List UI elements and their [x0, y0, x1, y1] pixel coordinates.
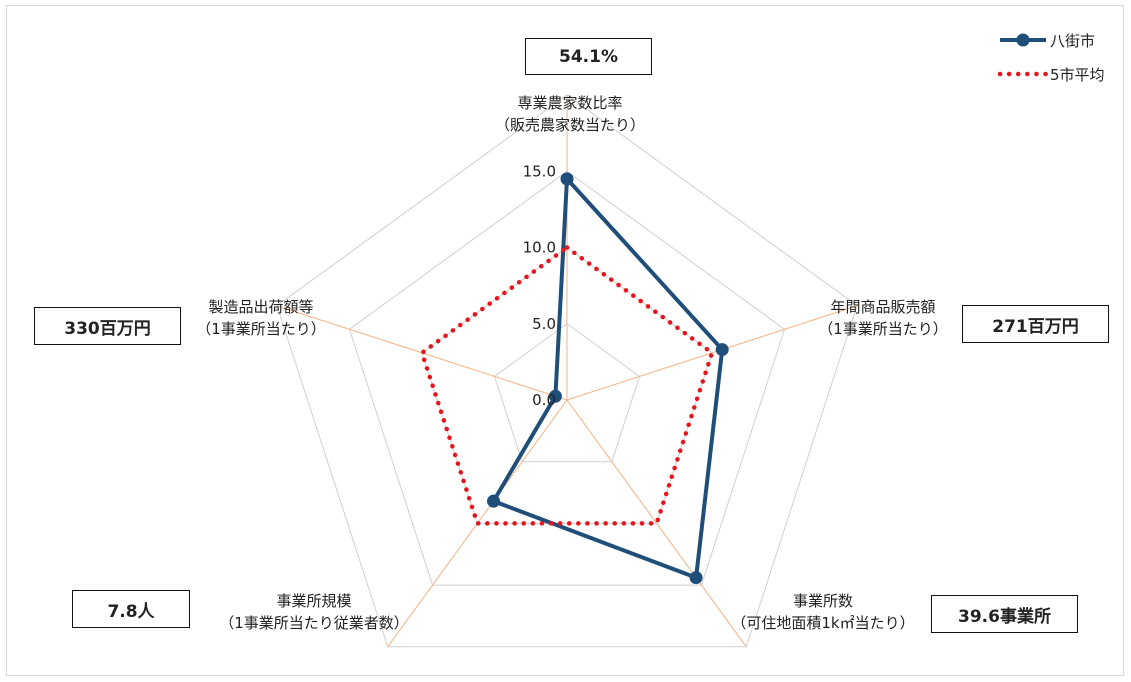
tick-label-0: 0.0	[532, 391, 556, 409]
series-0-marker-1	[715, 343, 729, 357]
series-0-marker-2	[689, 571, 703, 585]
axis-label-establishments-title: 事業所数	[792, 592, 853, 610]
value-box-scale: 7.8人	[72, 590, 190, 628]
value-box-sales: 271百万円	[962, 305, 1109, 343]
series-line-0	[491, 176, 725, 580]
axis-label-establishments: 事業所数 （可住地面積1k㎡当たり）	[720, 590, 926, 634]
axis-label-sales-title: 年間商品販売額	[830, 298, 936, 316]
legend-marker-0	[1016, 33, 1030, 47]
legend-label-1: 5市平均	[1050, 66, 1105, 84]
axis-label-sales: 年間商品販売額 （1事業所当たり）	[808, 296, 958, 340]
axis-label-scale: 事業所規模 （1事業所当たり従業者数）	[198, 590, 430, 634]
tick-label-2: 10.0	[523, 239, 556, 257]
axis-label-farm-ratio: 専業農家数比率 （販売農家数当たり）	[470, 92, 670, 136]
axis-label-shipments-sub: （1事業所当たり）	[196, 320, 326, 338]
axis-label-sales-sub: （1事業所当たり）	[818, 320, 948, 338]
axis-label-scale-sub: （1事業所当たり従業者数）	[219, 614, 409, 632]
series-0-marker-3	[486, 494, 500, 508]
axis-label-establishments-sub: （可住地面積1k㎡当たり）	[731, 614, 915, 632]
grid-ring-2	[348, 170, 786, 586]
axis-label-farm-ratio-sub: （販売農家数当たり）	[494, 116, 645, 134]
axis-label-shipments: 製造品出荷額等 （1事業所当たり）	[186, 296, 336, 340]
value-box-farm-ratio: 54.1%	[525, 38, 652, 75]
series-line-1	[419, 244, 715, 526]
tick-label-3: 15.0	[523, 162, 556, 180]
grid-ring-0	[493, 323, 641, 463]
tick-label-1: 5.0	[532, 315, 556, 333]
axis-label-scale-title: 事業所規模	[276, 592, 352, 610]
series-0-marker-0	[560, 172, 574, 186]
axis-label-shipments-title: 製造品出荷額等	[208, 298, 314, 316]
axis-label-farm-ratio-title: 専業農家数比率	[517, 94, 623, 112]
grid-ring-3	[276, 94, 858, 648]
spoke-1	[566, 305, 858, 401]
chart-frame	[6, 5, 1124, 676]
series-0-marker-4	[548, 389, 562, 403]
value-box-shipments: 330百万円	[34, 307, 181, 345]
value-box-establishments: 39.6事業所	[931, 595, 1078, 633]
spoke-2	[566, 399, 747, 648]
legend-label-0: 八街市	[1050, 32, 1095, 50]
